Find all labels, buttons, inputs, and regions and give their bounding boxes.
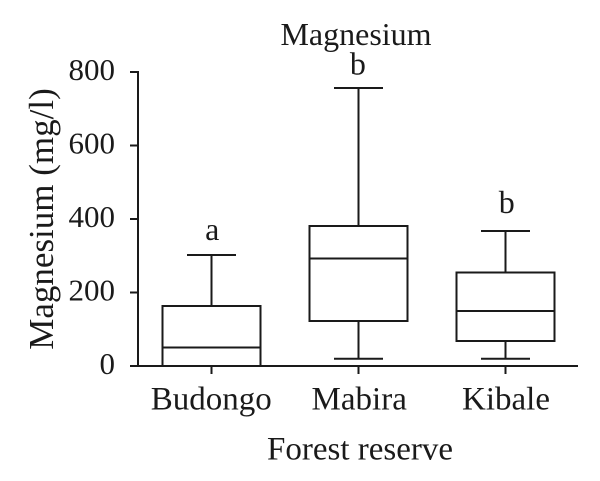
svg-text:800: 800 [69,52,116,87]
svg-text:Magnesium (mg/l): Magnesium (mg/l) [22,88,61,350]
svg-text:a: a [205,211,219,247]
svg-text:b: b [350,46,366,82]
svg-text:Kibale: Kibale [462,382,550,418]
svg-text:Mabira: Mabira [312,382,408,418]
svg-text:Budongo: Budongo [151,382,272,418]
svg-text:0: 0 [100,346,116,381]
svg-text:600: 600 [69,126,116,161]
svg-text:b: b [499,184,515,220]
svg-text:Magnesium: Magnesium [280,16,431,52]
svg-text:200: 200 [69,273,116,308]
svg-text:Forest reserve: Forest reserve [267,432,453,468]
svg-text:400: 400 [69,199,116,234]
